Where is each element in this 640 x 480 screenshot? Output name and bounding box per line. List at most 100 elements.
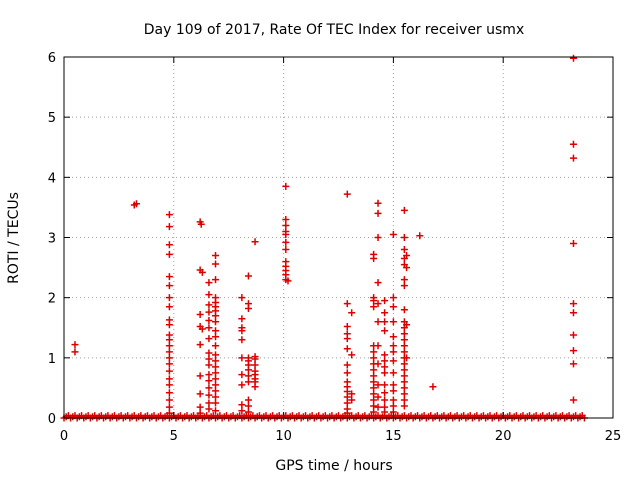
data-point — [343, 399, 351, 407]
data-point — [244, 304, 252, 312]
data-point — [381, 408, 389, 416]
data-point — [400, 396, 408, 404]
data-point — [165, 342, 173, 350]
data-point — [196, 372, 204, 380]
data-point — [569, 396, 577, 404]
data-point — [381, 369, 389, 377]
data-point — [370, 348, 378, 356]
grid-lines — [64, 57, 613, 418]
axis-ticks — [63, 56, 614, 419]
data-point — [212, 327, 220, 335]
data-point — [196, 390, 204, 398]
data-point — [205, 335, 213, 343]
x-tick-label: 15 — [385, 429, 402, 444]
data-point — [400, 246, 408, 254]
data-point — [212, 351, 220, 359]
data-point — [238, 371, 246, 379]
data-point — [212, 393, 220, 401]
data-point — [569, 360, 577, 368]
data-point — [381, 318, 389, 326]
data-point — [197, 220, 205, 228]
data-point — [165, 381, 173, 389]
data-point — [205, 355, 213, 363]
data-point — [381, 363, 389, 371]
data-point — [198, 325, 206, 333]
data-point — [416, 232, 424, 240]
data-point — [389, 357, 397, 365]
data-point — [389, 294, 397, 302]
data-point — [343, 300, 351, 308]
y-tick-label: 3 — [48, 232, 56, 247]
data-point — [400, 306, 408, 314]
data-point — [400, 390, 408, 398]
data-point — [370, 390, 378, 398]
data-point — [238, 401, 246, 409]
data-point — [343, 323, 351, 331]
data-point — [370, 384, 378, 392]
data-point — [370, 303, 378, 311]
data-point — [370, 255, 378, 263]
data-point — [370, 378, 378, 386]
data-point — [370, 372, 378, 380]
data-point — [569, 154, 577, 162]
data-point — [343, 361, 351, 369]
data-point — [381, 351, 389, 359]
data-point — [348, 390, 356, 398]
data-point — [205, 377, 213, 385]
data-point — [251, 361, 259, 369]
data-point — [205, 301, 213, 309]
data-point — [348, 309, 356, 317]
data-point — [381, 357, 389, 365]
data-point — [400, 276, 408, 284]
data-point — [374, 199, 382, 207]
data-point — [400, 372, 408, 380]
data-point — [205, 317, 213, 325]
data-point — [212, 312, 220, 320]
data-point — [400, 206, 408, 214]
data-point — [569, 309, 577, 317]
data-point — [403, 264, 411, 272]
data-point — [205, 291, 213, 299]
data-point — [165, 211, 173, 219]
data-point — [374, 209, 382, 217]
data-point — [282, 246, 290, 254]
data-point — [370, 366, 378, 374]
data-point — [132, 200, 140, 208]
data-point — [196, 403, 204, 411]
data-point — [374, 381, 382, 389]
data-point — [244, 396, 252, 404]
data-point — [284, 277, 292, 285]
data-point — [165, 294, 173, 302]
data-point — [71, 348, 79, 356]
y-tick-label: 5 — [48, 111, 56, 126]
data-point — [165, 223, 173, 231]
data-point — [374, 342, 382, 350]
data-point — [389, 333, 397, 341]
data-point — [348, 351, 356, 359]
data-point — [198, 268, 206, 276]
data-point — [370, 297, 378, 305]
data-point — [282, 238, 290, 246]
data-point — [370, 396, 378, 404]
data-point — [205, 361, 213, 369]
data-point — [343, 345, 351, 353]
data-point — [212, 342, 220, 350]
data-point — [212, 363, 220, 371]
data-point — [374, 234, 382, 241]
data-point — [389, 303, 397, 311]
data-point — [569, 54, 577, 62]
x-tick-label: 5 — [170, 429, 178, 444]
data-point — [343, 335, 351, 343]
data-point — [251, 355, 259, 363]
data-point — [205, 405, 213, 413]
data-point — [389, 318, 397, 326]
data-point — [400, 342, 408, 350]
data-point — [205, 391, 213, 399]
data-point — [212, 399, 220, 407]
y-tick-label: 4 — [48, 171, 56, 186]
data-point — [212, 375, 220, 383]
data-point — [205, 324, 213, 332]
data-point — [381, 309, 389, 317]
data-point — [165, 321, 173, 329]
data-point — [238, 407, 246, 415]
